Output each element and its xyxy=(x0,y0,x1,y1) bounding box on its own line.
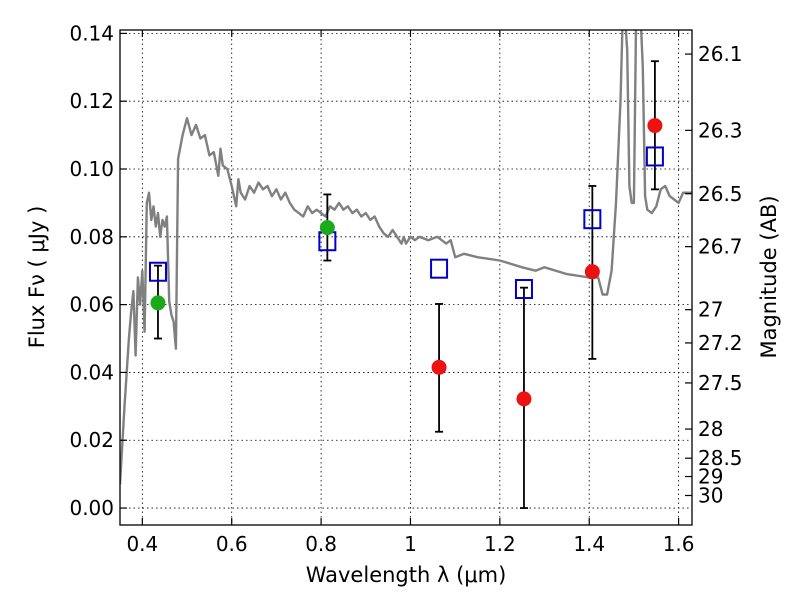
right-tick-label: 26.7 xyxy=(698,235,743,259)
model-photometry-square xyxy=(583,209,602,230)
model-photometry-square xyxy=(148,261,167,282)
model-photometry-square xyxy=(645,146,664,167)
x-tick-label: 1 xyxy=(404,532,417,556)
model-spectrum-layer xyxy=(120,30,692,485)
marker-layer xyxy=(148,118,664,407)
y-tick-label: 0.02 xyxy=(69,428,114,452)
flux-point xyxy=(516,391,532,407)
grid xyxy=(120,30,692,525)
x-tick-label: 0.6 xyxy=(216,532,248,556)
right-tick-label: 29 xyxy=(698,465,723,489)
flux-point xyxy=(431,359,447,375)
x-tick-label: 1.6 xyxy=(663,532,695,556)
y-axis-ticks: 0.00 0.02 0.04 0.06 0.08 0.10 0.12 0.14 xyxy=(69,21,127,520)
y-tick-label: 0.12 xyxy=(69,89,114,113)
right-tick-label: 30 xyxy=(698,484,723,508)
flux-point xyxy=(319,220,335,236)
y-axis-label: Flux Fν ( μJy ) xyxy=(25,206,49,349)
y-tick-label: 0.10 xyxy=(69,157,114,181)
flux-point xyxy=(647,118,663,134)
x-tick-label: 0.8 xyxy=(305,532,337,556)
plot-background xyxy=(120,30,692,525)
x-tick-label: 1.2 xyxy=(484,532,516,556)
y-tick-label: 0.08 xyxy=(69,225,114,249)
right-tick-label: 27 xyxy=(698,298,723,322)
right-axis-label: Magnitude (AB) xyxy=(757,195,781,358)
x-axis-label: Wavelength λ (μm) xyxy=(306,563,507,587)
y-tick-label: 0.06 xyxy=(69,293,114,317)
x-axis-ticks: 0.4 0.6 0.8 1 1.2 1.4 1.6 xyxy=(126,30,695,556)
right-tick-label: 27.2 xyxy=(698,331,743,355)
right-tick-label: 27.5 xyxy=(698,371,743,395)
y-tick-label: 0.14 xyxy=(69,21,114,45)
model-spectrum-line xyxy=(120,30,692,485)
flux-point xyxy=(150,295,166,311)
plot-frame xyxy=(119,29,693,526)
y-tick-label: 0.00 xyxy=(69,496,114,520)
right-tick-label: 28.5 xyxy=(698,446,743,470)
y-tick-label: 0.04 xyxy=(69,360,114,384)
right-tick-label: 26.1 xyxy=(698,42,743,66)
flux-point xyxy=(584,264,600,280)
x-tick-label: 1.4 xyxy=(573,532,605,556)
right-tick-label: 26.5 xyxy=(698,182,743,206)
right-tick-label: 28 xyxy=(698,417,723,441)
x-tick-label: 0.4 xyxy=(126,532,158,556)
model-photometry-square xyxy=(514,279,533,300)
model-photometry-square xyxy=(430,258,449,279)
right-tick-label: 26.3 xyxy=(698,118,743,142)
